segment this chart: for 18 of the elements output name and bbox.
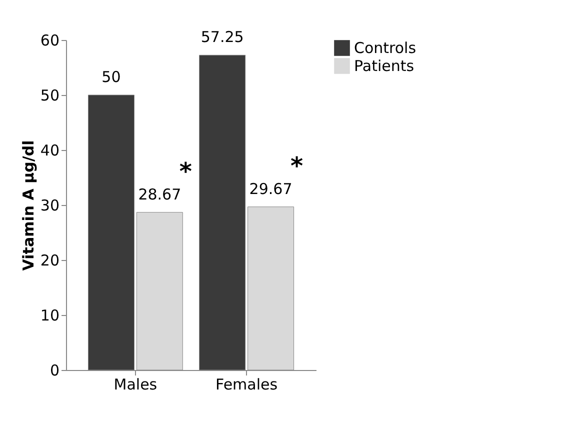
y-tick-label: 40 <box>40 142 60 160</box>
data-label: 28.67 <box>138 185 182 204</box>
data-label: 57.25 <box>200 28 244 46</box>
y-tick-label: 30 <box>40 196 60 214</box>
y-axis-title: Vitamin A µg/dl <box>19 140 38 271</box>
legend-label: Patients <box>354 57 414 75</box>
annotation: * <box>179 157 192 186</box>
y-tick-label: 0 <box>50 362 60 380</box>
x-tick-label: Males <box>114 376 158 394</box>
y-tick-label: 60 <box>40 32 60 50</box>
annotation: * <box>290 152 304 180</box>
y-tick-label: 20 <box>40 252 60 270</box>
x-tick-label: Females <box>216 376 278 394</box>
legend-label: Controls <box>354 39 416 57</box>
y-tick-label: 10 <box>40 306 60 324</box>
data-label: 50 <box>102 68 121 86</box>
y-tick-label: 50 <box>40 86 60 104</box>
data-label: 29.67 <box>249 180 292 198</box>
